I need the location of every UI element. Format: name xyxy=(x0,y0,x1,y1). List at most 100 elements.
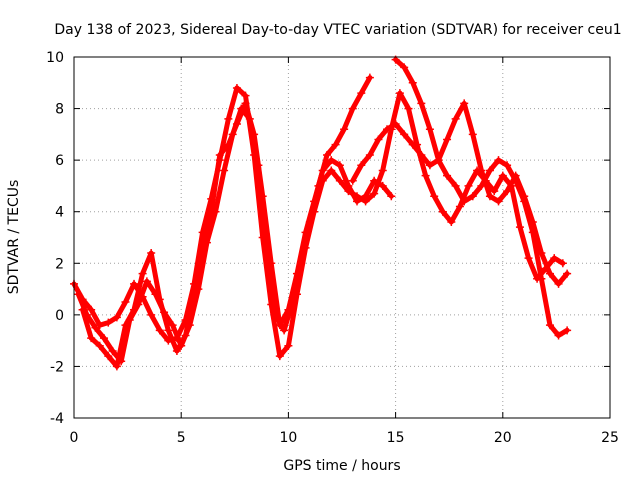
data-point xyxy=(365,73,374,82)
x-tick-label: 10 xyxy=(279,430,297,446)
data-point xyxy=(87,334,96,343)
data-point xyxy=(494,156,503,165)
data-point xyxy=(147,310,156,319)
data-point xyxy=(232,120,241,129)
data-point xyxy=(121,297,130,306)
series-layer xyxy=(70,55,572,371)
data-point xyxy=(327,156,336,165)
plot-frame xyxy=(73,56,611,419)
data-point xyxy=(292,269,301,278)
data-point xyxy=(485,166,494,175)
data-point xyxy=(310,197,319,206)
data-point xyxy=(404,104,413,113)
data-point xyxy=(357,161,366,170)
data-point xyxy=(425,125,434,134)
data-point xyxy=(250,130,259,139)
data-point xyxy=(563,269,572,278)
data-point xyxy=(395,89,404,98)
chart-title: Day 138 of 2023, Sidereal Day-to-day VTE… xyxy=(54,22,621,38)
data-point xyxy=(378,181,387,190)
data-point xyxy=(275,352,284,361)
data-point xyxy=(477,166,486,175)
data-point xyxy=(545,321,554,330)
data-point xyxy=(545,269,554,278)
x-axis-title: GPS time / hours xyxy=(283,458,400,474)
data-point xyxy=(147,248,156,257)
data-point xyxy=(172,346,181,355)
data-point xyxy=(104,318,113,327)
data-point xyxy=(425,161,434,170)
data-point xyxy=(391,120,400,129)
data-point xyxy=(275,321,284,330)
y-tick-label: 6 xyxy=(55,153,64,169)
data-point xyxy=(503,187,512,196)
data-point xyxy=(417,99,426,108)
data-point xyxy=(550,254,559,263)
data-point xyxy=(198,248,207,257)
data-point xyxy=(443,135,452,144)
data-point xyxy=(374,135,383,144)
data-point xyxy=(112,362,121,371)
data-point xyxy=(344,181,353,190)
data-point xyxy=(490,187,499,196)
data-point xyxy=(443,171,452,180)
data-point xyxy=(78,305,87,314)
data-point xyxy=(468,192,477,201)
data-point xyxy=(460,197,469,206)
data-point xyxy=(164,326,173,335)
data-point xyxy=(130,279,139,288)
data-point xyxy=(241,99,250,108)
data-point xyxy=(121,321,130,330)
data-point xyxy=(348,176,357,185)
data-point xyxy=(383,125,392,134)
data-point xyxy=(537,248,546,257)
series-line xyxy=(350,100,570,287)
series-line xyxy=(75,75,373,364)
data-point xyxy=(494,197,503,206)
y-axis-title: SDTVAR / TECUs xyxy=(6,180,22,295)
data-point xyxy=(408,140,417,149)
series-trace-5 xyxy=(348,99,572,288)
data-point xyxy=(511,171,520,180)
data-point xyxy=(327,166,336,175)
data-point xyxy=(370,176,379,185)
data-point xyxy=(322,150,331,159)
data-point xyxy=(421,171,430,180)
data-point xyxy=(95,341,104,350)
grid xyxy=(74,57,610,418)
data-point xyxy=(301,228,310,237)
data-point xyxy=(348,104,357,113)
data-point xyxy=(108,346,117,355)
ticks: 0 5 10 15 20 25 -4 -2 0 2 4 6 8 10 xyxy=(46,50,619,446)
series-trace-4 xyxy=(391,55,572,340)
y-tick-label: 4 xyxy=(55,205,64,221)
data-point xyxy=(168,321,177,330)
data-point xyxy=(400,63,409,72)
data-point xyxy=(485,192,494,201)
data-point xyxy=(335,161,344,170)
data-point xyxy=(365,150,374,159)
y-tick-label: -4 xyxy=(50,411,64,427)
x-tick-label: 0 xyxy=(70,430,79,446)
data-point xyxy=(284,305,293,314)
data-point xyxy=(232,83,241,92)
data-point xyxy=(451,114,460,123)
data-point xyxy=(335,176,344,185)
data-point xyxy=(361,192,370,201)
data-point xyxy=(87,305,96,314)
data-point xyxy=(340,125,349,134)
y-tick-label: 2 xyxy=(55,256,64,272)
data-point xyxy=(460,99,469,108)
x-tick-label: 5 xyxy=(177,430,186,446)
data-point xyxy=(353,197,362,206)
data-point xyxy=(387,192,396,201)
data-point xyxy=(537,274,546,283)
data-point xyxy=(155,326,164,335)
data-point xyxy=(112,313,121,322)
data-point xyxy=(280,326,289,335)
data-point xyxy=(224,114,233,123)
series-trace-1 xyxy=(70,83,567,361)
data-point xyxy=(447,218,456,227)
data-point xyxy=(207,207,216,216)
